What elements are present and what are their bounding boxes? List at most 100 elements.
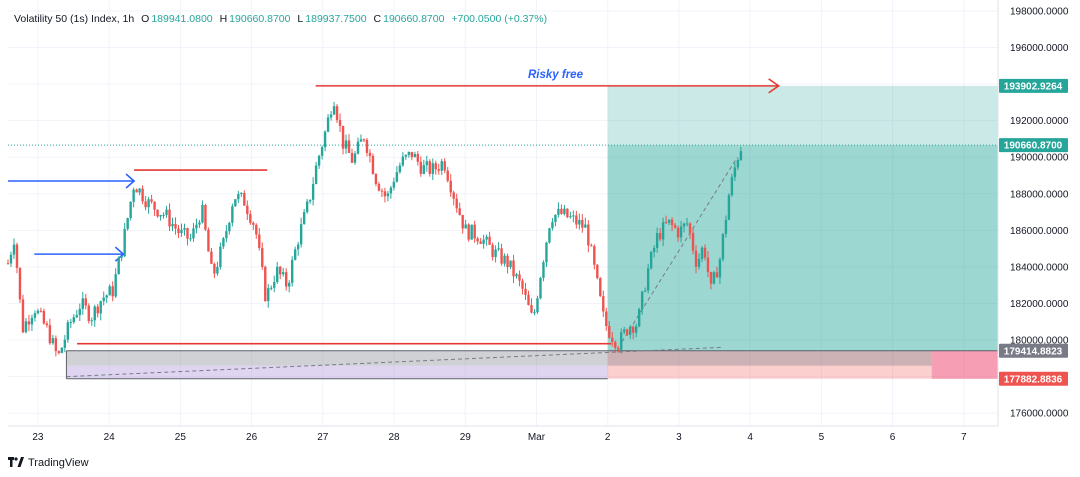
- candle-body: [655, 233, 659, 248]
- x-tick-label: 28: [388, 432, 400, 443]
- candle-body: [60, 347, 64, 353]
- blue-arrow-head: [125, 173, 136, 189]
- drawn-lines: [8, 78, 998, 345]
- candle-body: [661, 222, 665, 240]
- candle-body: [287, 282, 291, 287]
- candle-body: [162, 214, 165, 216]
- candle-body: [637, 309, 641, 327]
- candle-body: [66, 322, 70, 340]
- candle-body: [629, 326, 632, 335]
- candle-body: [380, 190, 384, 192]
- candle-body: [658, 233, 662, 240]
- candle-body: [123, 228, 126, 257]
- candle-body: [530, 305, 533, 313]
- take-profit-zone-light: [607, 85, 998, 146]
- candle-body: [533, 312, 536, 314]
- y-tick-label: 186000.0000: [1010, 226, 1069, 237]
- candle-body: [667, 219, 671, 223]
- candle-body: [255, 224, 258, 235]
- candle-body: [712, 272, 716, 284]
- candle-body: [93, 306, 96, 321]
- price-tag-label: 177882.8836: [1004, 374, 1063, 385]
- candle-body: [715, 272, 719, 278]
- candle-body: [623, 329, 626, 333]
- candle-body: [596, 264, 599, 279]
- close-label: C: [373, 13, 382, 25]
- dashed-trend-line: [66, 346, 722, 378]
- candle-body: [389, 187, 393, 194]
- high-value: 190660.8700: [229, 13, 291, 25]
- candle-body: [246, 205, 249, 215]
- y-tick-label: 184000.0000: [1010, 262, 1069, 273]
- candle-body: [323, 131, 327, 148]
- candle-body: [593, 246, 596, 265]
- brand-name: TradingView: [28, 457, 89, 469]
- close-value: 190660.8700: [383, 13, 445, 25]
- candle-body: [12, 244, 16, 255]
- candle-body: [377, 184, 381, 191]
- candle-body: [395, 172, 399, 182]
- candle-body: [276, 266, 279, 283]
- candle-body: [105, 295, 108, 298]
- y-tick-label: 188000.0000: [1010, 189, 1069, 200]
- candle-body: [213, 263, 216, 274]
- candle-body: [557, 208, 560, 215]
- candle-body: [440, 161, 443, 171]
- candle-body: [329, 114, 333, 118]
- candle-body: [724, 219, 728, 234]
- candle-body: [646, 268, 650, 291]
- candle-body: [225, 231, 228, 239]
- candle-body: [455, 198, 458, 209]
- candle-body: [473, 224, 476, 239]
- brand[interactable]: TradingView: [8, 456, 89, 470]
- candle-body: [673, 225, 677, 228]
- candle-body: [512, 260, 515, 277]
- candle-body: [368, 152, 372, 156]
- candle-body: [590, 245, 593, 247]
- candle-body: [461, 214, 464, 229]
- x-tick-label: 4: [747, 432, 753, 443]
- price-labels: 193902.9264 190660.8700 179414.8823 177882.…: [999, 78, 1068, 386]
- low-label: L: [297, 13, 304, 25]
- candle-body: [608, 326, 611, 338]
- candle-body: [356, 141, 360, 154]
- candle-body: [219, 246, 222, 267]
- candle-body: [350, 152, 354, 163]
- candle-body: [120, 256, 123, 258]
- candle-body: [602, 296, 605, 312]
- candle-body: [344, 140, 348, 149]
- candle-body: [222, 238, 225, 247]
- candle-body: [410, 151, 414, 158]
- candle-body: [437, 169, 440, 171]
- candle-body: [485, 236, 488, 240]
- candle-body: [551, 222, 554, 229]
- demand-zone-gray: [66, 350, 932, 366]
- candle-body: [15, 244, 19, 268]
- candle-body: [626, 329, 629, 335]
- candle-body: [102, 297, 105, 302]
- candle-body: [243, 192, 246, 206]
- candle-body: [177, 228, 180, 234]
- candle-body: [9, 254, 13, 264]
- candle-body: [270, 287, 273, 289]
- candle-body: [727, 195, 731, 220]
- demand-zone-purple: [66, 365, 608, 379]
- candle-body: [308, 199, 312, 202]
- candle-body: [335, 106, 339, 121]
- dashed-path-line: [621, 156, 738, 343]
- candle-body: [90, 320, 93, 322]
- price-tag: [999, 138, 1068, 153]
- candle-body: [201, 204, 204, 223]
- candle-body: [425, 161, 428, 166]
- candle-body: [153, 201, 156, 210]
- candle-body: [697, 259, 701, 267]
- candle-body: [554, 214, 557, 223]
- x-tick-label: 7: [961, 432, 967, 443]
- candle-body: [542, 262, 545, 278]
- candle-body: [258, 234, 261, 248]
- change-value: +700.0500 (+0.37%): [451, 13, 548, 25]
- candle-body: [6, 263, 10, 265]
- x-tick-label: 27: [317, 432, 329, 443]
- candle-body: [99, 301, 102, 314]
